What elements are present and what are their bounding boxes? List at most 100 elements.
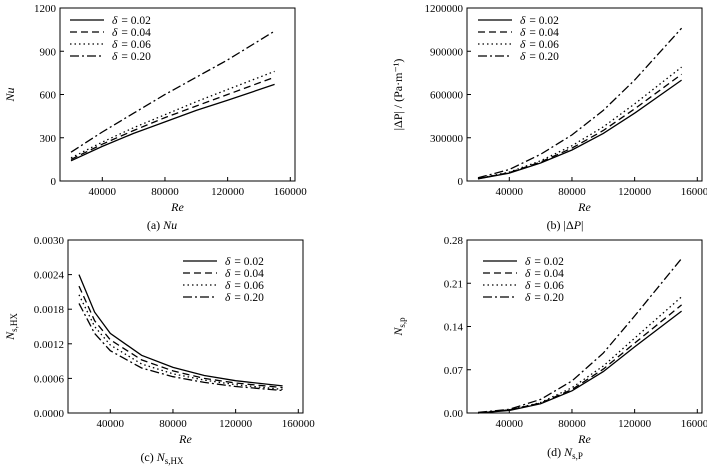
series-line-1 (70, 76, 275, 160)
x-tick-label: 80000 (558, 418, 586, 430)
y-tick-label: 0 (51, 176, 57, 188)
legend-label-0: δ = 0.02 (525, 256, 564, 268)
panel-caption: (b) |ΔP| (547, 218, 584, 232)
legend-label-1: δ = 0.04 (225, 268, 264, 280)
legend-value: = 0.20 (234, 292, 264, 304)
y-tick-label: 0.07 (444, 365, 464, 377)
x-tick-label: 80000 (558, 186, 586, 198)
caption-prefix: (b) |Δ (547, 218, 574, 232)
legend-symbol: δ (112, 27, 118, 39)
legend-label-1: δ = 0.04 (525, 268, 564, 280)
legend-value: = 0.20 (534, 292, 564, 304)
x-axis-title: Re (577, 432, 591, 446)
y-axis-title-main: |ΔP| / (Pa·m⁻¹) (391, 59, 405, 131)
legend-symbol: δ (520, 15, 526, 27)
chart-panel-3: 40000 80000 120000 160000 0.00 0.07 0.14 0.21 0.… (391, 235, 707, 461)
x-tick-label: 120000 (211, 186, 245, 198)
x-tick-label: 40000 (89, 186, 117, 198)
y-tick-label: 1200 (34, 3, 57, 15)
series-line-2 (477, 66, 683, 180)
y-tick-label: 0.0006 (34, 373, 65, 385)
y-tick-label: 0.0018 (34, 304, 65, 316)
y-tick-label: 0.00 (444, 408, 464, 420)
y-tick-label: 0.0000 (34, 408, 65, 420)
legend-symbol: δ (225, 280, 231, 292)
y-axis-title: |ΔP| / (Pa·m⁻¹) (391, 59, 405, 131)
series-line-2 (70, 70, 275, 159)
legend-label-1: δ = 0.04 (112, 27, 151, 39)
legend-value: = 0.06 (529, 39, 559, 51)
legend-label-2: δ = 0.06 (525, 280, 564, 292)
series-line-1 (477, 304, 683, 414)
x-tick-label: 160000 (282, 418, 316, 430)
y-axis-title: Nu (3, 87, 17, 102)
series-line-1 (477, 73, 682, 180)
legend-symbol: δ (525, 256, 531, 268)
legend-label-2: δ = 0.06 (225, 280, 264, 292)
legend-value: = 0.20 (121, 51, 151, 63)
legend-symbol: δ (520, 51, 526, 63)
legend: δ = 0.02δ = 0.04δ = 0.06δ = 0.20 (70, 15, 151, 63)
x-tick-label: 120000 (219, 418, 253, 430)
panel-caption: (d) Ns,P (547, 445, 583, 461)
y-tick-label: 300000 (430, 133, 464, 145)
legend-symbol: δ (112, 51, 118, 63)
series-line-3 (70, 30, 275, 153)
y-tick-label: 600000 (430, 90, 464, 102)
chart-panel-1: 40000 80000 120000 160000 0 300000 600000 90000… (391, 3, 707, 232)
legend: δ = 0.02δ = 0.04δ = 0.06δ = 0.20 (478, 15, 559, 63)
x-axis-title: Re (577, 200, 591, 214)
plot-frame (466, 239, 703, 414)
legend-value: = 0.02 (534, 256, 564, 268)
x-tick-label: 120000 (618, 418, 652, 430)
y-tick-label: 0.0024 (34, 270, 65, 282)
series-line-2 (477, 296, 683, 414)
caption-var: N (156, 450, 166, 464)
y-axis-title-sub: s,HX (9, 313, 19, 332)
plot-frame (67, 239, 304, 414)
y-tick-label: 300 (40, 133, 57, 145)
y-tick-label: 600 (40, 90, 57, 102)
legend-value: = 0.06 (534, 280, 564, 292)
legend-value: = 0.04 (234, 268, 264, 280)
legend: δ = 0.02δ = 0.04δ = 0.06δ = 0.20 (183, 256, 264, 304)
series-line-3 (78, 303, 283, 392)
legend-label-0: δ = 0.02 (520, 15, 559, 27)
y-tick-label: 0.14 (444, 322, 464, 334)
series-line-0 (70, 83, 275, 162)
y-tick-label: 0.21 (444, 278, 463, 290)
x-tick-label: 80000 (151, 186, 179, 198)
legend-label-3: δ = 0.20 (112, 51, 151, 63)
x-tick-label: 160000 (681, 186, 707, 198)
caption-suffix: | (581, 218, 583, 232)
y-axis-title-main: N (391, 327, 405, 337)
y-tick-label: 0.28 (444, 235, 464, 247)
caption-var: P (573, 218, 582, 232)
legend-symbol: δ (112, 39, 118, 51)
y-tick-label: 0.0030 (34, 235, 65, 247)
caption-prefix: (a) (147, 218, 163, 232)
legend-symbol: δ (520, 39, 526, 51)
y-tick-label: 0 (458, 176, 464, 188)
caption-sub: s,HX (165, 456, 184, 466)
legend-value: = 0.02 (234, 256, 264, 268)
legend-symbol: δ (225, 292, 231, 304)
legend-symbol: δ (112, 15, 118, 27)
legend-symbol: δ (525, 268, 531, 280)
y-axis-title-sub: s,p (397, 317, 407, 328)
series-line-0 (477, 79, 682, 180)
legend-symbol: δ (525, 292, 531, 304)
legend-label-0: δ = 0.02 (112, 15, 151, 27)
x-tick-label: 80000 (159, 418, 187, 430)
series-line-1 (78, 285, 283, 389)
chart-panel-2: 40000 80000 120000 160000 0.0000 0.0006 0.0012… (3, 235, 315, 466)
y-tick-label: 900 (40, 46, 57, 58)
legend-value: = 0.02 (121, 15, 151, 27)
y-axis-title: Ns,HX (3, 313, 19, 341)
x-axis-title: Re (178, 432, 192, 446)
legend-value: = 0.06 (234, 280, 264, 292)
legend-value: = 0.04 (529, 27, 559, 39)
x-tick-label: 160000 (681, 418, 707, 430)
caption-prefix: (c) (140, 450, 156, 464)
y-axis-title: Ns,p (391, 317, 407, 337)
